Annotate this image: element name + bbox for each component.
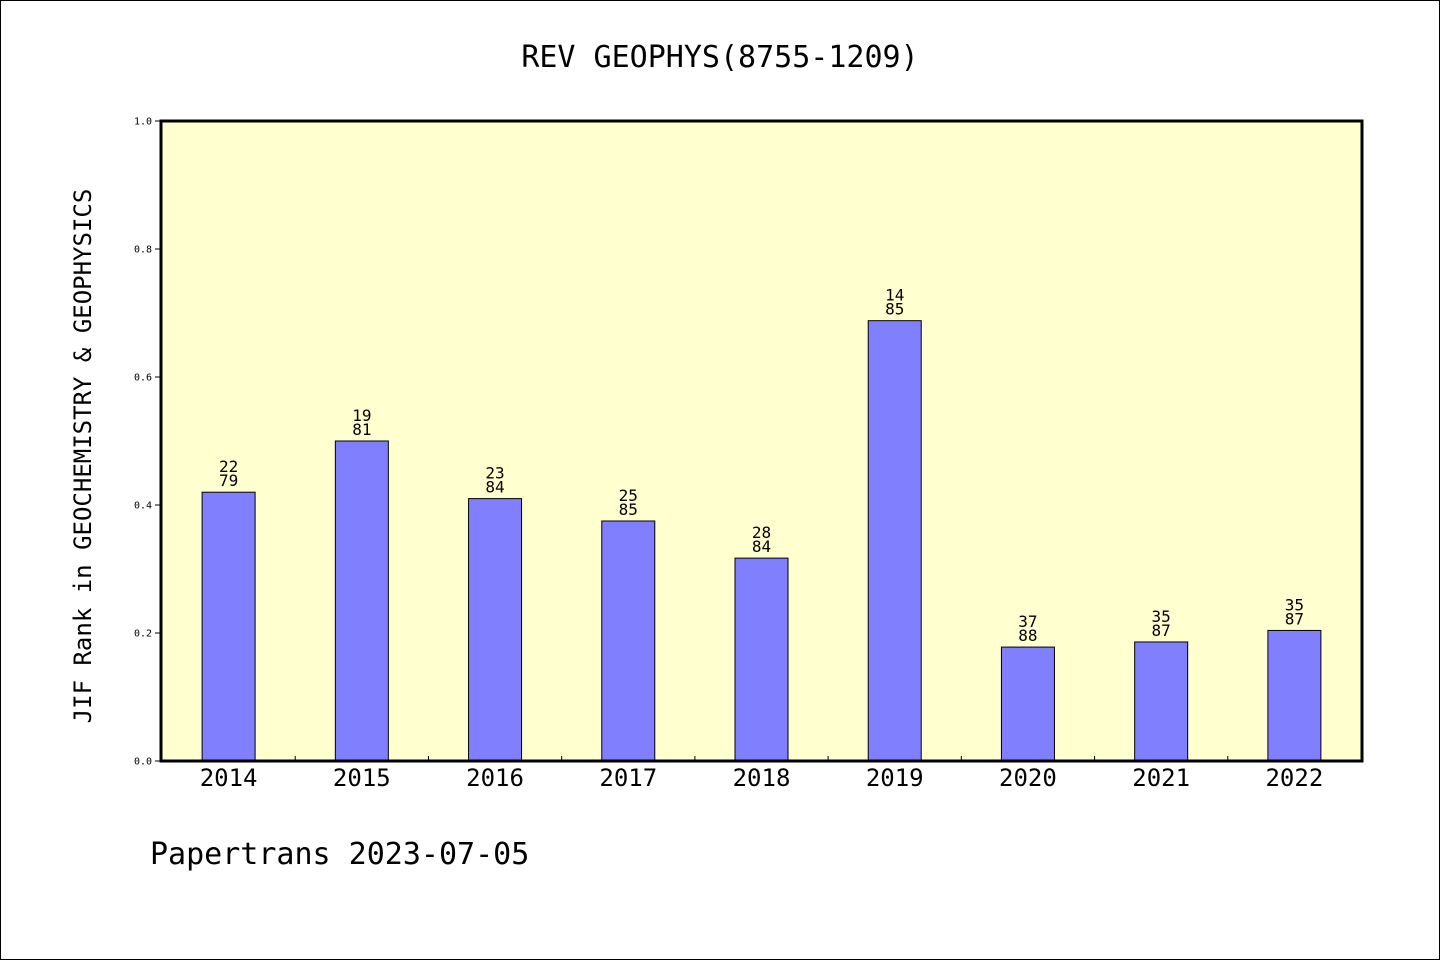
data-label-total-2022: 87 [1285, 609, 1304, 628]
x-tick-label-2018: 2018 [733, 764, 791, 792]
data-label-rank-2020: 37 [1018, 612, 1037, 631]
data-label-rank-2018: 28 [752, 523, 771, 542]
data-label-rank-2017: 25 [619, 486, 638, 505]
data-label-total-2017: 85 [619, 500, 638, 519]
data-label-rank-2019: 14 [885, 286, 904, 305]
bar-2018 [734, 557, 789, 762]
data-label-total-2018: 84 [752, 537, 771, 556]
x-tick-label-2015: 2015 [333, 764, 391, 792]
x-tick-label-2020: 2020 [999, 764, 1057, 792]
bar-2022 [1267, 629, 1322, 762]
data-label-total-2015: 81 [352, 420, 371, 439]
y-axis: 0.0 0.2 0.4 0.6 0.8 1.0 [134, 117, 161, 768]
x-tick-label-2017: 2017 [599, 764, 657, 792]
data-label-rank-2016: 23 [485, 464, 504, 483]
x-tick-label-2019: 2019 [866, 764, 924, 792]
data-label-total-2021: 87 [1152, 621, 1171, 640]
data-label-rank-2022: 35 [1285, 595, 1304, 614]
bar-2019 [867, 320, 922, 762]
x-tick-label-2014: 2014 [200, 764, 258, 792]
x-tick-label-2021: 2021 [1132, 764, 1190, 792]
chart-title: REV GEOPHYS(8755-1209) [521, 40, 918, 75]
y-tick-label-0.6: 0.6 [134, 373, 152, 384]
bar-2016 [468, 498, 523, 762]
x-tick-label-2022: 2022 [1265, 764, 1323, 792]
data-label-rank-2015: 19 [352, 406, 371, 425]
y-axis-label: JIF Rank in GEOCHEMISTRY & GEOPHYSICS [69, 189, 97, 724]
footer-credit: Papertrans 2023-07-05 [150, 837, 529, 872]
y-tick-label-1.0: 1.0 [134, 117, 152, 128]
data-label-total-2020: 88 [1018, 626, 1037, 645]
y-tick-label-0.2: 0.2 [134, 629, 152, 640]
y-tick-label-0.0: 0.0 [134, 757, 152, 768]
data-label-rank-2021: 35 [1152, 607, 1171, 626]
bars-layer [201, 320, 1322, 762]
bar-2015 [334, 440, 389, 762]
y-tick-label-0.4: 0.4 [134, 501, 152, 512]
bar-2017 [601, 520, 656, 762]
data-label-rank-2014: 22 [219, 457, 238, 476]
bar-2020 [1000, 646, 1055, 762]
plot-border [159, 119, 1364, 763]
bar-2021 [1134, 641, 1189, 762]
bar-2014 [201, 491, 256, 762]
y-tick-label-0.8: 0.8 [134, 245, 152, 256]
x-tick-label-2016: 2016 [466, 764, 524, 792]
data-label-total-2014: 79 [219, 471, 238, 490]
data-label-total-2016: 84 [485, 478, 504, 497]
x-axis: 2014 2015 2016 2017 2018 2019 2020 2021 2022 [200, 756, 1323, 792]
data-label-total-2019: 85 [885, 300, 904, 319]
